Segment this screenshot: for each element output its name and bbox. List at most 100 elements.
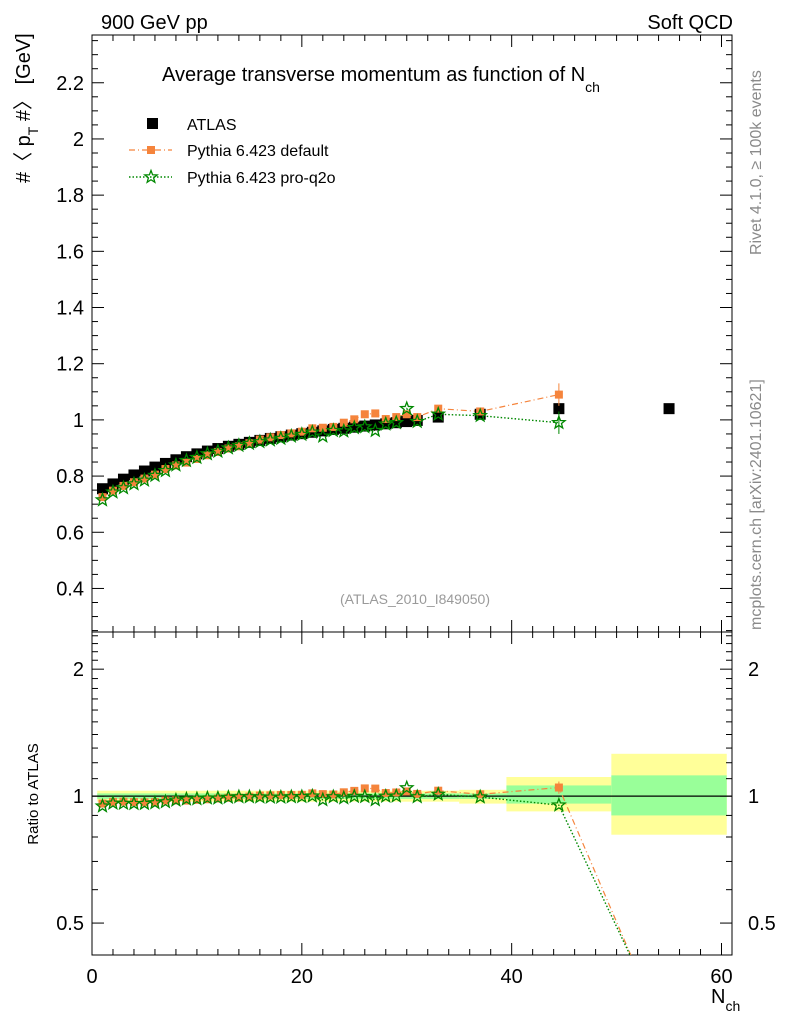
main-ytick-label: 0.4 xyxy=(56,578,84,600)
proq2o-point xyxy=(377,415,394,431)
atlas-point xyxy=(663,403,675,415)
ratio-default-point xyxy=(402,787,411,796)
ratio-proq2o-point xyxy=(94,797,111,813)
ratio-default-point xyxy=(413,789,422,798)
rivet-label: Rivet 4.1.0, ≥ 100k events xyxy=(748,70,765,255)
ratio-ytick-label: 2 xyxy=(73,659,84,681)
ratio-axes: 0.5 0.51 12 20 20 40 60 xyxy=(56,632,776,988)
ratio-default-point xyxy=(150,798,159,807)
legend-proq2o-marker xyxy=(143,168,159,184)
ratio-default-point xyxy=(213,794,222,803)
proq2o-point xyxy=(167,456,184,472)
ratio-proq2o-point xyxy=(157,793,174,809)
ratio-ytick-label: 1 xyxy=(73,786,84,808)
default-point xyxy=(276,431,285,440)
default-point xyxy=(161,465,170,474)
ratio-proq2o-point xyxy=(430,785,447,802)
ratio-default-point xyxy=(98,799,107,808)
ratio-band-inner xyxy=(611,775,727,816)
ratio-default-point xyxy=(203,795,212,804)
atlas-point xyxy=(180,451,192,463)
ratio-default-point xyxy=(476,790,485,799)
ratio-proq2o-point xyxy=(325,788,342,804)
default-point xyxy=(339,418,348,427)
default-point xyxy=(329,422,338,431)
ratio-proq2o-point xyxy=(367,791,384,807)
main-ylabel: #〈 pT #〉 [GeV] xyxy=(13,33,41,183)
default-point xyxy=(98,493,107,502)
default-point xyxy=(476,407,485,416)
default-point xyxy=(140,474,149,483)
chart-title-sub: ch xyxy=(585,79,600,95)
default-point xyxy=(297,427,306,436)
default-point xyxy=(308,424,317,433)
ratio-default-point xyxy=(161,796,170,805)
default-point xyxy=(287,429,296,438)
ratio-default-point xyxy=(119,797,128,806)
main-ylabel-sub: T xyxy=(25,126,41,135)
ratio-default-point xyxy=(245,792,254,801)
proq2o-point xyxy=(550,414,567,430)
chart-title: Average transverse momentum as function … xyxy=(162,64,600,95)
ratio-default-point xyxy=(329,790,338,799)
header-left: 900 GeV pp xyxy=(101,12,208,34)
atlas-point xyxy=(149,461,161,473)
default-point xyxy=(108,486,117,495)
proq2o-point xyxy=(230,437,247,453)
xtick-label: 40 xyxy=(501,966,523,988)
ratio-default-point xyxy=(182,796,191,805)
proq2o-point xyxy=(409,413,426,429)
proq2o-point xyxy=(251,433,268,449)
xtick-label: 0 xyxy=(86,966,97,988)
ratio-default-point xyxy=(234,793,243,802)
ratio-proq2o-point xyxy=(398,779,415,795)
proq2o-point xyxy=(94,491,111,507)
default-point xyxy=(119,481,128,490)
default-point xyxy=(255,435,264,444)
proq2o-point xyxy=(241,435,258,451)
ratio-proq2o-point xyxy=(335,789,352,805)
xlabel-sub: ch xyxy=(725,998,740,1014)
default-point xyxy=(234,442,243,451)
ratio-default-point xyxy=(129,798,138,807)
ratio-default-point xyxy=(255,791,264,800)
series-line-default xyxy=(102,394,560,498)
main-series xyxy=(94,383,675,507)
legend-default-marker xyxy=(147,146,155,154)
default-point xyxy=(171,461,180,470)
default-point xyxy=(350,415,359,424)
default-point xyxy=(318,423,327,432)
proq2o-point xyxy=(283,427,300,443)
ratio-proq2o-point xyxy=(356,788,373,804)
main-ytick-label: 1.8 xyxy=(56,185,84,207)
ratio-proq2o-point xyxy=(388,787,405,803)
proq2o-point xyxy=(105,483,121,499)
proq2o-point xyxy=(335,422,352,438)
ratio-proq2o-point xyxy=(314,791,331,807)
default-point xyxy=(402,410,411,419)
ratio-default-point xyxy=(287,791,296,800)
ratio-default-point xyxy=(434,786,443,795)
atlas-point xyxy=(390,417,402,429)
proq2o-point xyxy=(126,475,142,491)
proq2o-point xyxy=(430,405,447,422)
legend-atlas-marker xyxy=(147,118,158,129)
ratio-default-point xyxy=(554,783,563,792)
ratio-line-default xyxy=(102,786,632,955)
xtick-label: 60 xyxy=(710,966,732,988)
default-point xyxy=(413,413,422,422)
mcplots-label: mcplots.cern.ch [arXiv:2401.10621] xyxy=(748,379,765,630)
atlas-point xyxy=(201,445,213,457)
atlas-point xyxy=(128,469,140,481)
main-ytick-label: 2 xyxy=(73,129,84,151)
proq2o-point xyxy=(293,426,310,442)
ratio-ytick-label-right: 2 xyxy=(748,659,759,681)
legend-default-label: Pythia 6.423 default xyxy=(187,143,329,160)
atlas-point xyxy=(138,465,150,477)
proq2o-point xyxy=(262,431,279,447)
ratio-proq2o-point xyxy=(409,788,426,804)
default-point xyxy=(224,444,233,453)
ratio-line-proq2o xyxy=(102,786,631,955)
main-ytick-label: 2.2 xyxy=(56,73,84,95)
